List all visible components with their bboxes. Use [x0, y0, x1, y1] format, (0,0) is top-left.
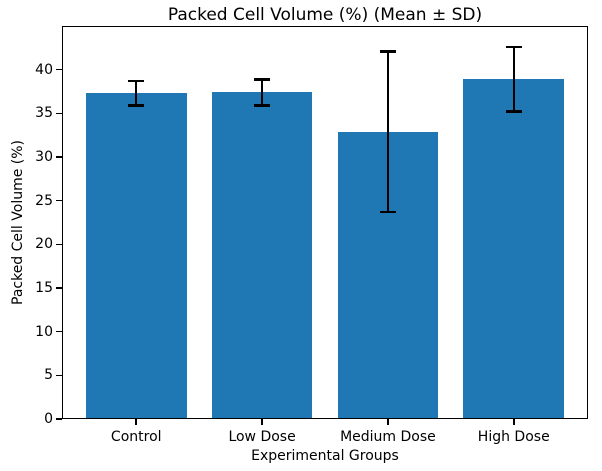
y-tick-5 — [56, 374, 62, 377]
plot-area — [62, 26, 588, 419]
error-bar-control — [135, 81, 138, 106]
x-axis-label: Experimental Groups — [251, 448, 399, 464]
x-tick-high-dose — [513, 419, 515, 425]
error-cap-top-high-dose — [505, 45, 522, 49]
y-tick-label-30: 30 — [35, 149, 53, 165]
y-tick-label-25: 25 — [35, 192, 53, 209]
x-tick-label-control: Control — [110, 429, 162, 445]
x-tick-label-high-dose: High Dose — [477, 429, 550, 445]
y-tick-label-35: 35 — [35, 105, 53, 122]
y-tick-30 — [56, 156, 62, 158]
x-tick-low-dose — [261, 419, 263, 425]
y-axis-label: Packed Cell Volume (%) — [10, 140, 26, 306]
x-tick-label-medium-dose: Medium Dose — [340, 429, 436, 445]
error-bar-medium-dose — [386, 51, 389, 212]
y-tick-label-10: 10 — [35, 323, 53, 340]
y-tick-label-20: 20 — [35, 236, 53, 253]
bar-high-dose — [463, 79, 565, 419]
y-tick-label-15: 15 — [35, 280, 53, 296]
y-tick-10 — [56, 330, 62, 333]
y-tick-label-5: 5 — [44, 367, 53, 384]
y-tick-0 — [56, 418, 62, 420]
error-bar-low-dose — [260, 79, 264, 106]
error-bar-high-dose — [512, 46, 515, 112]
y-tick-35 — [56, 112, 62, 115]
error-cap-bottom-high-dose — [505, 110, 522, 113]
error-cap-top-medium-dose — [379, 50, 396, 53]
error-cap-top-control — [128, 79, 145, 83]
y-tick-label-40: 40 — [35, 61, 53, 78]
y-tick-25 — [56, 199, 62, 202]
error-cap-bottom-control — [128, 104, 145, 107]
y-tick-40 — [56, 68, 62, 71]
bar-low-dose — [211, 92, 313, 419]
chart-title: Packed Cell Volume (%) (Mean ± SD) — [167, 5, 483, 25]
bar-control — [85, 93, 187, 419]
x-tick-medium-dose — [387, 419, 389, 425]
y-tick-label-0: 0 — [44, 411, 53, 427]
error-cap-bottom-low-dose — [254, 104, 271, 107]
error-cap-bottom-medium-dose — [379, 210, 396, 214]
x-tick-label-low-dose: Low Dose — [228, 429, 296, 445]
x-tick-control — [135, 419, 137, 425]
y-tick-20 — [56, 243, 62, 246]
y-tick-15 — [56, 287, 62, 289]
error-cap-top-low-dose — [254, 78, 271, 81]
